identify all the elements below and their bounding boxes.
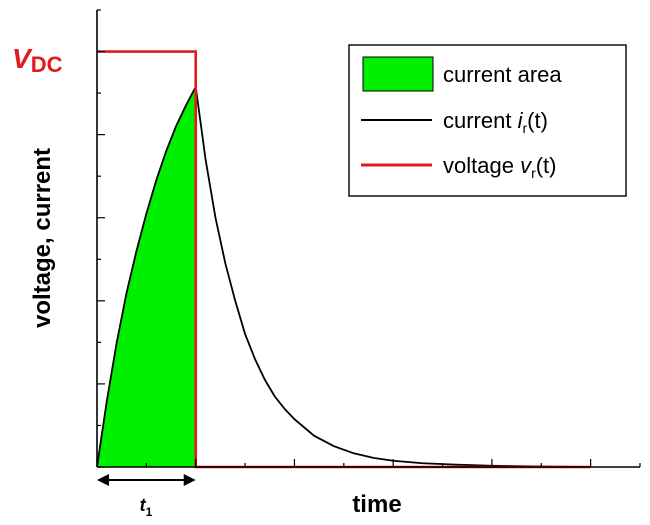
t1-label: t1 xyxy=(140,495,153,519)
legend-label: voltage vr(t) xyxy=(443,153,557,181)
current-area-region xyxy=(97,86,196,467)
legend-label-text: current area xyxy=(443,62,562,87)
legend-label: current area xyxy=(443,62,562,87)
legend-label: current ir(t) xyxy=(443,108,548,136)
vdc-label: VDC xyxy=(12,43,63,77)
legend-label-text: current xyxy=(443,108,518,133)
legend-label-suffix: (t) xyxy=(527,108,548,133)
t1-annotation xyxy=(97,474,196,486)
current-area-fill xyxy=(97,86,196,467)
axis-ticks xyxy=(96,9,641,468)
vdc-label-main: V xyxy=(12,43,33,74)
axes xyxy=(96,10,640,468)
t1-arrow-right-head xyxy=(183,474,196,486)
t1-label-main: t xyxy=(140,495,147,515)
t1-label-sub: 1 xyxy=(146,505,153,519)
legend-label-symbol: v xyxy=(520,153,533,178)
y-axis-label: voltage, current xyxy=(29,148,56,328)
legend-label-subscript: r xyxy=(531,165,536,181)
legend-swatch-area xyxy=(362,56,434,92)
legend-label-text: voltage xyxy=(443,153,520,178)
legend-label-suffix: (t) xyxy=(536,153,557,178)
vdc-label-sub: DC xyxy=(31,52,63,77)
t1-arrow-left-head xyxy=(97,474,109,486)
x-axis-label: time xyxy=(352,491,401,518)
legend-label-subscript: r xyxy=(522,120,527,136)
legend-label-symbol: i xyxy=(518,108,524,133)
